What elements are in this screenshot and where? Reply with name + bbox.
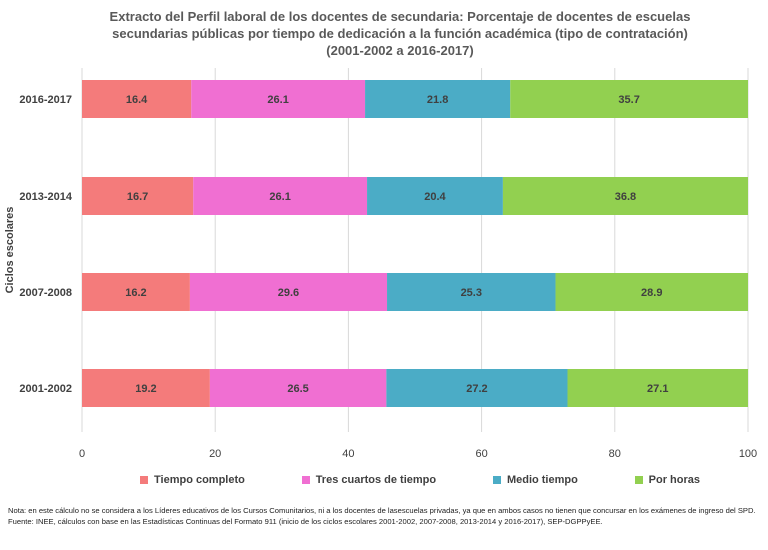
x-tick-label: 20 <box>209 448 221 460</box>
legend-item: Por horas <box>634 474 700 486</box>
legend-swatch <box>634 476 643 484</box>
bar-segment <box>189 273 388 311</box>
category-label: 2016-2017 <box>19 94 72 106</box>
data-label: 36.8 <box>615 191 636 203</box>
category-label: 2007-2008 <box>19 287 72 299</box>
note-text: Nota: en este cálculo no se considera a … <box>8 506 756 515</box>
source-text: Fuente: INEE, cálculos con base en las E… <box>8 516 603 526</box>
data-label: 25.3 <box>461 287 482 299</box>
bar-segment <box>387 273 556 311</box>
bar-segment <box>82 273 190 311</box>
legend-swatch <box>492 476 501 484</box>
bar-segment <box>510 80 748 118</box>
data-label: 21.8 <box>427 94 448 106</box>
bar-segment <box>82 80 192 118</box>
x-tick-label: 40 <box>342 448 354 460</box>
data-label: 35.7 <box>618 94 639 106</box>
bar-segment <box>209 369 387 407</box>
x-tick-label: 0 <box>79 448 85 460</box>
data-label: 16.2 <box>125 287 146 299</box>
data-label: 16.7 <box>127 191 148 203</box>
legend: Tiempo completo Tres cuartos de tiempo Med… <box>140 474 700 486</box>
bar-segment <box>386 369 568 407</box>
legend-item: Medio tiempo <box>492 474 578 486</box>
x-tick-label: 100 <box>739 448 757 460</box>
data-label: 16.4 <box>126 94 148 106</box>
bar-segment <box>365 80 511 118</box>
data-label: 20.4 <box>424 191 446 203</box>
data-label: 27.1 <box>647 383 668 395</box>
data-label: 27.2 <box>466 383 487 395</box>
data-label: 26.5 <box>287 383 308 395</box>
chart-title: Extracto del Perfil laboral de los docen… <box>109 9 691 58</box>
bar-segment <box>82 369 210 407</box>
legend-label: Medio tiempo <box>506 474 578 486</box>
bar-segment <box>555 273 748 311</box>
legend-label: Por horas <box>648 474 700 486</box>
legend-label: Tres cuartos de tiempo <box>315 474 437 486</box>
legend-swatch <box>140 476 148 484</box>
category-label: 2013-2014 <box>19 191 72 203</box>
bar-segment <box>82 177 194 215</box>
legend-item: Tres cuartos de tiempo <box>301 474 437 486</box>
stacked-bar-chart: 0 20 40 60 80 100 Ciclos escolares 2016-2017 16.… <box>4 68 757 460</box>
bar-segment <box>193 177 368 215</box>
legend-swatch <box>301 476 310 484</box>
chart-notes: Nota: en este cálculo no se considera a … <box>8 506 760 527</box>
data-label: 28.9 <box>641 287 662 299</box>
x-tick-label: 80 <box>609 448 621 460</box>
data-label: 29.6 <box>278 287 299 299</box>
bar-segment <box>567 369 748 407</box>
category-label: 2001-2002 <box>19 383 72 395</box>
data-label: 26.1 <box>269 191 290 203</box>
bar-segment <box>367 177 503 215</box>
y-axis-title: Ciclos escolares <box>4 207 16 294</box>
legend-item: Tiempo completo <box>140 474 245 486</box>
legend-label: Tiempo completo <box>154 474 245 486</box>
data-label: 26.1 <box>267 94 288 106</box>
bar-segment <box>191 80 366 118</box>
bar-segment <box>502 177 748 215</box>
data-label: 19.2 <box>135 383 156 395</box>
x-tick-label: 60 <box>475 448 487 460</box>
